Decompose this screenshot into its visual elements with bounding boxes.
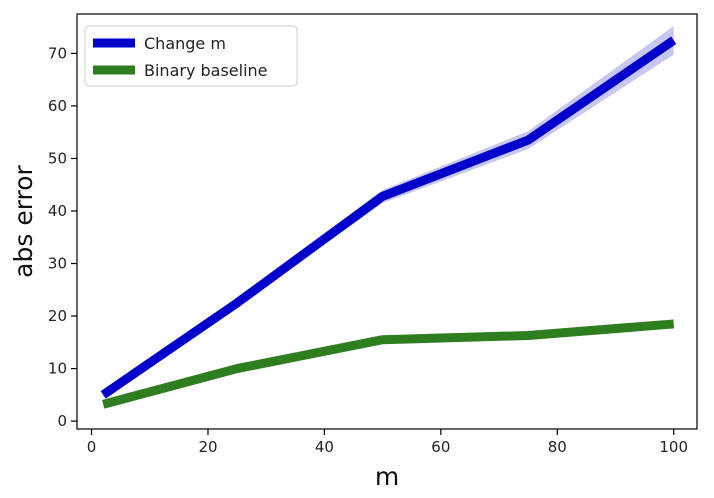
x-axis-ticks: 0 20 40 60 80 100: [87, 429, 688, 456]
y-tick-label: 30: [48, 255, 67, 273]
legend: Change m Binary baseline: [84, 25, 298, 87]
series-lines: [100, 36, 677, 409]
plot-frame: [76, 13, 698, 430]
x-tick-label: 20: [198, 438, 217, 456]
legend-label-0: Change m: [144, 34, 226, 53]
y-tick-label: 20: [48, 307, 67, 325]
series-line-1: [102, 319, 675, 409]
x-tick-label: 40: [315, 438, 334, 456]
legend-label-1: Binary baseline: [144, 61, 268, 80]
y-tick-label: 0: [57, 412, 67, 430]
y-tick-label: 10: [48, 360, 67, 378]
y-axis-ticks: 0 10 20 30 40 50 60 70: [48, 44, 77, 430]
y-tick-label: 60: [48, 97, 67, 115]
x-tick-label: 80: [548, 438, 567, 456]
y-axis-label: abs error: [9, 164, 38, 277]
x-tick-label: 60: [431, 438, 450, 456]
series-line-0: [100, 36, 677, 399]
legend-box: [84, 25, 298, 87]
y-tick-label: 70: [48, 44, 67, 62]
y-tick-label: 40: [48, 202, 67, 220]
y-tick-label: 50: [48, 149, 67, 167]
x-axis-label: m: [375, 462, 399, 491]
x-tick-label: 0: [87, 438, 97, 456]
x-tick-label: 100: [659, 438, 688, 456]
